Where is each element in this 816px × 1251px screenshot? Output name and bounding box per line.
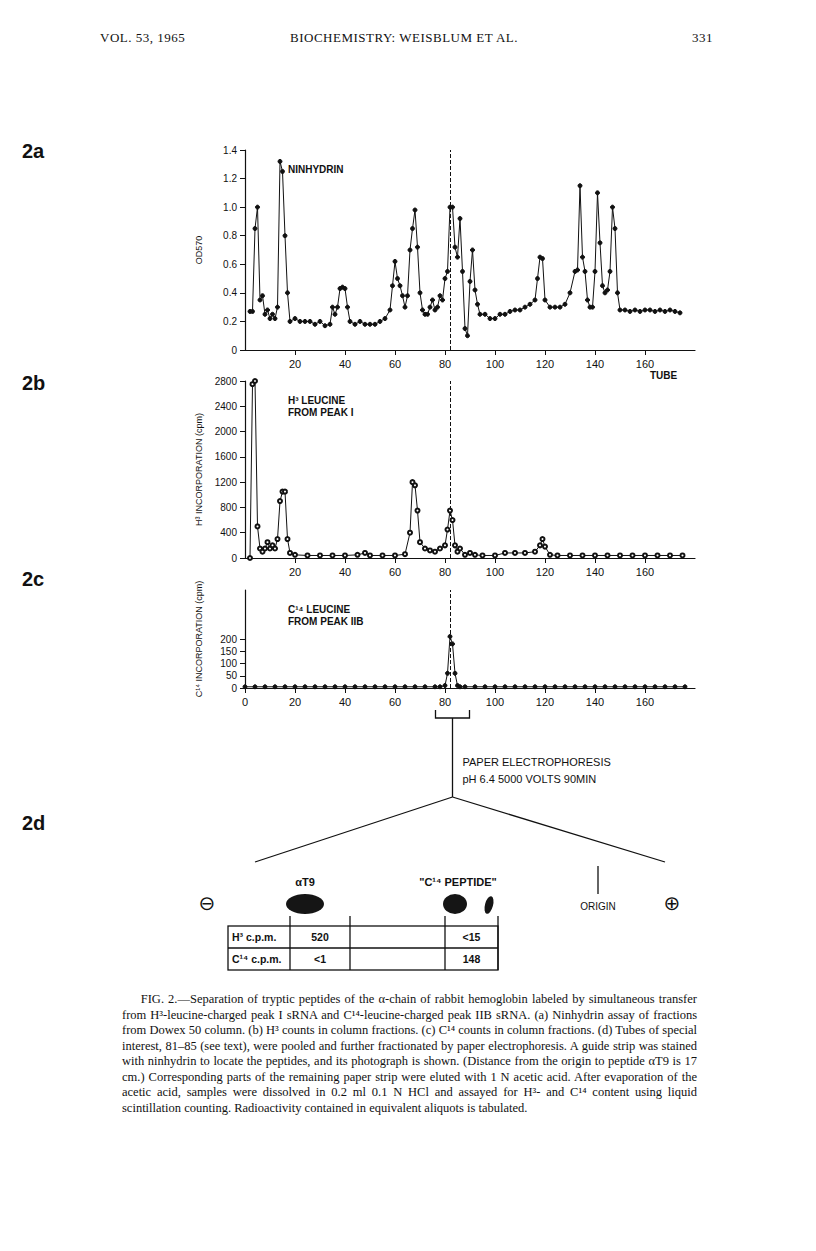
svg-text:520: 520 — [311, 931, 329, 943]
svg-text:160: 160 — [636, 696, 654, 708]
svg-text:1.2: 1.2 — [223, 173, 237, 184]
svg-text:160: 160 — [636, 566, 654, 578]
svg-text:PAPER ELECTROPHORESIS: PAPER ELECTROPHORESIS — [463, 756, 611, 768]
svg-text:148: 148 — [463, 953, 481, 965]
svg-text:<1: <1 — [314, 953, 326, 965]
svg-text:0: 0 — [231, 553, 237, 564]
svg-text:⊖: ⊖ — [199, 891, 216, 915]
svg-text:60: 60 — [389, 358, 401, 370]
svg-text:<15: <15 — [463, 931, 481, 943]
svg-text:1.0: 1.0 — [223, 202, 237, 213]
html-text:VOL. 53, 1965: VOL. 53, 1965 — [100, 30, 186, 45]
svg-text:20: 20 — [289, 696, 301, 708]
svg-text:1600: 1600 — [215, 451, 238, 462]
svg-text:80: 80 — [439, 358, 451, 370]
html-text:FIG. 2.—Separation of tryptic: FIG. 2.—Separation of tryptic peptides o… — [122, 992, 697, 1115]
svg-text:FROM PEAK IIB: FROM PEAK IIB — [288, 616, 364, 627]
svg-text:2400: 2400 — [215, 401, 238, 412]
svg-text:ORIGIN: ORIGIN — [580, 901, 616, 912]
svg-text:0: 0 — [242, 696, 248, 708]
svg-text:40: 40 — [339, 358, 351, 370]
html-text:BIOCHEMISTRY: WEISBLUM ET AL.: BIOCHEMISTRY: WEISBLUM ET AL. — [290, 30, 519, 45]
svg-text:60: 60 — [389, 696, 401, 708]
svg-text:1200: 1200 — [215, 477, 238, 488]
svg-text:⊕: ⊕ — [664, 891, 681, 915]
svg-text:80: 80 — [439, 566, 451, 578]
svg-text:0.8: 0.8 — [223, 230, 237, 241]
svg-text:0.6: 0.6 — [223, 259, 237, 270]
svg-text:pH 6.4 5000 VOLTS 90MIN: pH 6.4 5000 VOLTS 90MIN — [463, 773, 597, 785]
svg-text:"C¹⁴ PEPTIDE": "C¹⁴ PEPTIDE" — [419, 876, 497, 888]
svg-text:60: 60 — [389, 566, 401, 578]
svg-text:160: 160 — [636, 358, 654, 370]
html-text:2d: 2d — [22, 812, 46, 834]
svg-text:H³ c.p.m.: H³ c.p.m. — [232, 931, 276, 943]
svg-text:0: 0 — [231, 683, 237, 694]
svg-text:0.4: 0.4 — [223, 287, 237, 298]
svg-text:100: 100 — [486, 566, 504, 578]
svg-text:NINHYDRIN: NINHYDRIN — [288, 164, 344, 175]
svg-text:140: 140 — [586, 696, 604, 708]
svg-text:TUBE: TUBE — [650, 370, 678, 381]
svg-text:40: 40 — [339, 566, 351, 578]
svg-text:120: 120 — [536, 566, 554, 578]
svg-text:OD570: OD570 — [194, 236, 204, 265]
svg-text:100: 100 — [486, 696, 504, 708]
svg-text:C¹⁴ LEUCINE: C¹⁴ LEUCINE — [288, 604, 350, 615]
svg-text:H³ LEUCINE: H³ LEUCINE — [288, 395, 346, 406]
svg-text:100: 100 — [486, 358, 504, 370]
svg-text:0.2: 0.2 — [223, 316, 237, 327]
svg-text:C¹⁴ INCORPORATION (cpm): C¹⁴ INCORPORATION (cpm) — [194, 581, 204, 698]
svg-text:C¹⁴ c.p.m.: C¹⁴ c.p.m. — [232, 953, 282, 965]
svg-text:400: 400 — [220, 527, 237, 538]
svg-text:2000: 2000 — [215, 426, 238, 437]
svg-text:2800: 2800 — [215, 376, 238, 387]
svg-text:150: 150 — [220, 646, 237, 657]
svg-text:140: 140 — [586, 566, 604, 578]
svg-text:50: 50 — [226, 670, 238, 681]
svg-text:αT9: αT9 — [295, 876, 315, 888]
svg-text:20: 20 — [289, 358, 301, 370]
svg-text:FROM PEAK I: FROM PEAK I — [288, 407, 354, 418]
svg-text:1.4: 1.4 — [223, 145, 237, 156]
svg-text:140: 140 — [586, 358, 604, 370]
svg-text:100: 100 — [220, 658, 237, 669]
svg-text:200: 200 — [220, 634, 237, 645]
svg-text:80: 80 — [439, 696, 451, 708]
html-text:331: 331 — [692, 30, 713, 45]
html-text:2b: 2b — [22, 372, 46, 394]
svg-text:0: 0 — [231, 345, 237, 356]
svg-text:120: 120 — [536, 358, 554, 370]
svg-text:H³ INCORPORATION (cpm): H³ INCORPORATION (cpm) — [194, 413, 204, 526]
svg-text:120: 120 — [536, 696, 554, 708]
svg-text:800: 800 — [220, 502, 237, 513]
svg-text:40: 40 — [339, 696, 351, 708]
html-text:2c: 2c — [22, 568, 45, 590]
html-text:2a: 2a — [22, 140, 45, 162]
svg-text:20: 20 — [289, 566, 301, 578]
